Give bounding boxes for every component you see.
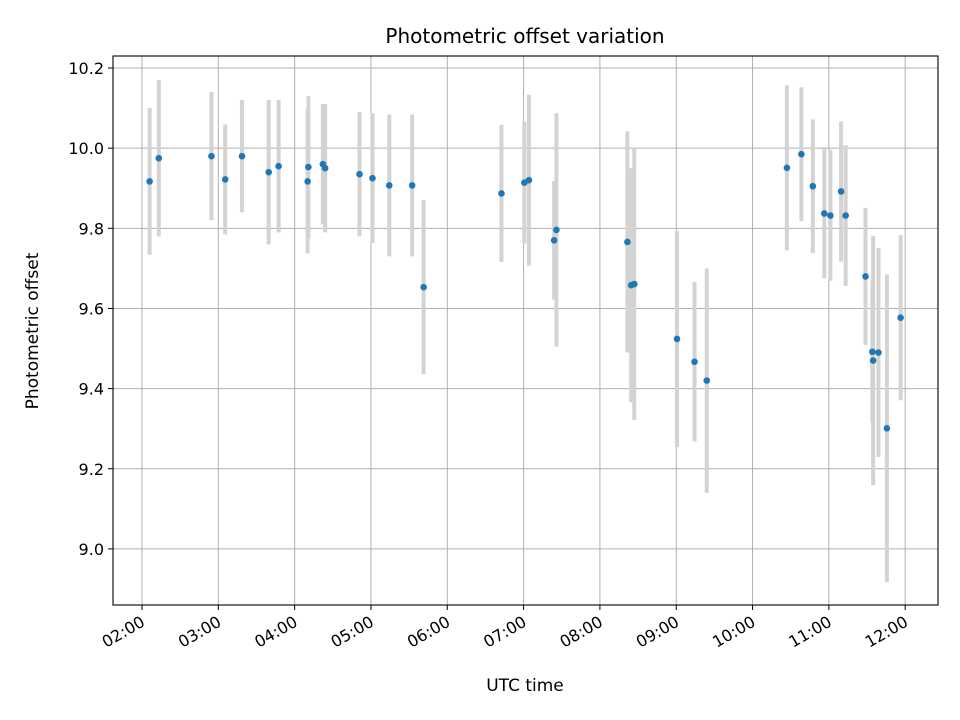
- data-point: [842, 212, 849, 219]
- data-point: [630, 280, 638, 288]
- data-point: [369, 174, 376, 182]
- data-point: [408, 182, 416, 189]
- x-axis-title: UTC time: [486, 676, 564, 696]
- data-point: [673, 335, 681, 343]
- data-point: [356, 170, 363, 178]
- data-point: [703, 377, 711, 384]
- data-point: [869, 357, 877, 364]
- data-point: [525, 176, 533, 184]
- y-axis-title: Photometric offset: [23, 252, 43, 409]
- data-point: [208, 152, 215, 160]
- data-point: [238, 152, 246, 160]
- y-tick-label: 9.0: [79, 540, 104, 559]
- data-point: [783, 164, 791, 172]
- data-points: [146, 150, 904, 432]
- data-point: [897, 314, 904, 321]
- y-tick-label: 10.2: [68, 59, 104, 78]
- data-point: [837, 188, 845, 195]
- data-point: [862, 273, 869, 280]
- data-point: [498, 190, 505, 197]
- plot-area-frame: [112, 55, 939, 606]
- y-tick-label: 9.2: [79, 460, 104, 479]
- data-point: [321, 164, 329, 172]
- data-point: [155, 154, 163, 162]
- data-point: [798, 150, 805, 158]
- data-point: [146, 178, 153, 185]
- data-point: [624, 238, 631, 246]
- y-tick-label: 9.6: [79, 299, 104, 318]
- data-point: [385, 182, 393, 189]
- data-point: [265, 168, 272, 176]
- data-point: [809, 182, 817, 190]
- data-point: [869, 348, 876, 356]
- y-tick-label: 9.8: [79, 219, 104, 238]
- data-point: [305, 163, 312, 171]
- data-point: [691, 358, 698, 366]
- data-point: [420, 283, 427, 291]
- data-point: [550, 237, 558, 244]
- data-point: [875, 349, 882, 356]
- data-point: [221, 176, 229, 183]
- data-point: [883, 424, 891, 432]
- data-point: [275, 162, 282, 170]
- data-point: [553, 226, 560, 234]
- data-point: [827, 212, 834, 219]
- y-tick-label: 9.4: [79, 380, 104, 399]
- data-point: [820, 210, 828, 217]
- data-point: [304, 178, 311, 185]
- y-tick-label: 10.0: [68, 139, 104, 158]
- chart-title: Photometric offset variation: [385, 24, 664, 48]
